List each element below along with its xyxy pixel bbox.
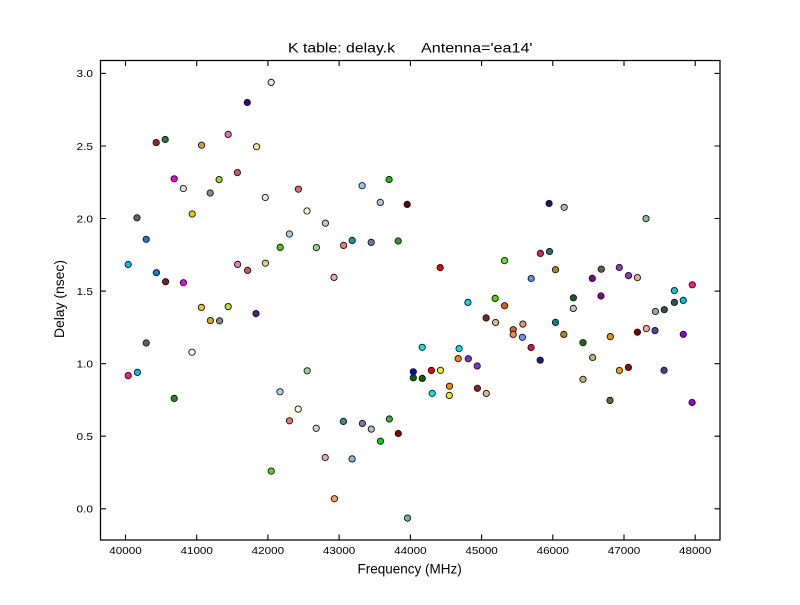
svg-text:41000: 41000 <box>181 545 214 557</box>
svg-text:2.5: 2.5 <box>77 141 94 153</box>
svg-text:3.0: 3.0 <box>77 68 94 80</box>
svg-text:47000: 47000 <box>608 545 641 557</box>
svg-text:Delay (nsec): Delay (nsec) <box>51 260 67 338</box>
svg-text:2.0: 2.0 <box>77 213 94 225</box>
svg-text:Frequency (MHz): Frequency (MHz) <box>358 561 462 577</box>
svg-text:K table: delay.k: K table: delay.k <box>288 41 395 56</box>
svg-text:Antenna='ea14': Antenna='ea14' <box>421 41 533 56</box>
svg-text:43000: 43000 <box>323 545 356 557</box>
svg-text:45000: 45000 <box>465 545 498 557</box>
svg-text:1.0: 1.0 <box>77 359 94 371</box>
svg-text:46000: 46000 <box>537 545 570 557</box>
svg-text:44000: 44000 <box>394 545 427 557</box>
svg-text:0.5: 0.5 <box>77 431 94 443</box>
svg-text:42000: 42000 <box>252 545 285 557</box>
svg-text:40000: 40000 <box>109 545 142 557</box>
svg-text:48000: 48000 <box>679 545 712 557</box>
svg-text:0.0: 0.0 <box>77 504 94 516</box>
svg-text:1.5: 1.5 <box>77 286 94 298</box>
